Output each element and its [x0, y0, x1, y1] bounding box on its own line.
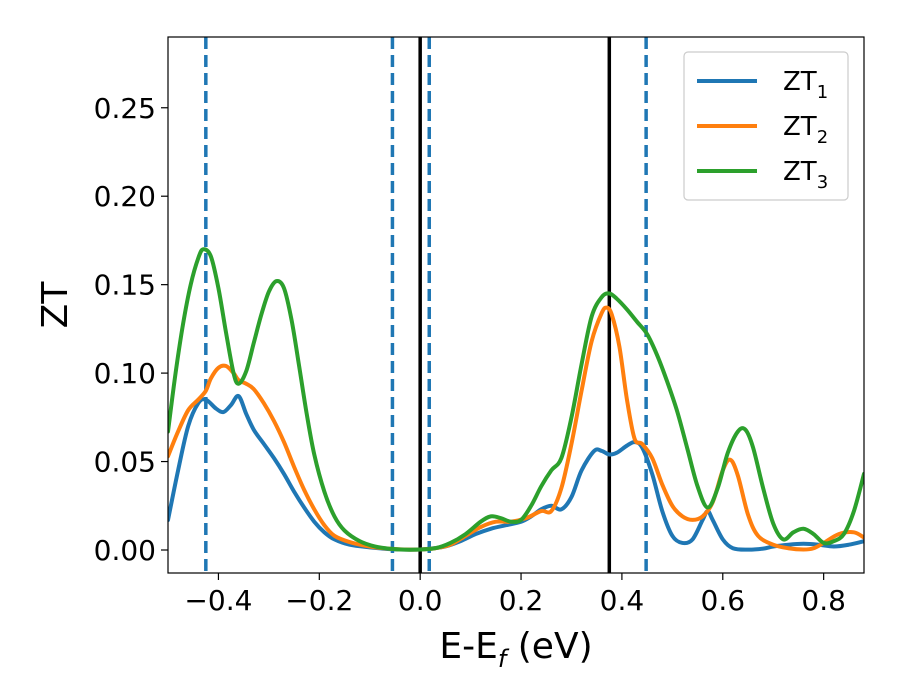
- legend-label-main-3: ZT: [783, 157, 817, 187]
- y-tick-label-4: 0.20: [94, 180, 156, 213]
- y-axis-label: ZT: [35, 281, 76, 329]
- x-tick-label-6: 0.8: [801, 584, 846, 617]
- legend-label-2: ZT2: [783, 112, 828, 148]
- y-tick-label-1: 0.05: [94, 446, 156, 479]
- y-tick-label-5: 0.25: [94, 92, 156, 125]
- series-line-zt2: [168, 305, 864, 552]
- x-tick-label-2: 0.0: [398, 584, 443, 617]
- legend-label-main-1: ZT: [783, 67, 817, 97]
- legend-label-sub-1: 1: [817, 82, 828, 103]
- x-tick-label-3: 0.2: [499, 584, 544, 617]
- x-tick-label-0: −0.4: [184, 584, 252, 617]
- series-lines: [168, 247, 864, 552]
- legend-label-3: ZT3: [783, 157, 828, 193]
- series-line-zt3: [168, 247, 864, 552]
- legend-label-sub-2: 2: [817, 127, 828, 148]
- y-axis-ticks: 0.00 0.05 0.10 0.15 0.20 0.25: [94, 92, 168, 567]
- legend-label-1: ZT1: [783, 67, 828, 103]
- x-axis-label: E-Ef (eV): [439, 626, 592, 673]
- y-tick-label-2: 0.10: [94, 357, 156, 390]
- x-tick-label-4: 0.4: [600, 584, 645, 617]
- legend-label-sub-3: 3: [817, 172, 828, 193]
- x-axis-label-unit: (eV): [506, 626, 592, 667]
- vertical-reference-lines: [204, 37, 648, 573]
- y-tick-label-0: 0.00: [94, 534, 156, 567]
- x-axis-label-main: E-E: [439, 626, 497, 667]
- x-axis-ticks: −0.4 −0.2 0.0 0.2 0.4 0.6 0.8: [184, 573, 846, 617]
- x-tick-label-5: 0.6: [701, 584, 746, 617]
- y-tick-label-3: 0.15: [94, 269, 156, 302]
- plot-frame: [167, 36, 865, 574]
- x-tick-label-1: −0.2: [285, 584, 353, 617]
- legend-box: [683, 51, 849, 201]
- legend-label-main-2: ZT: [783, 112, 817, 142]
